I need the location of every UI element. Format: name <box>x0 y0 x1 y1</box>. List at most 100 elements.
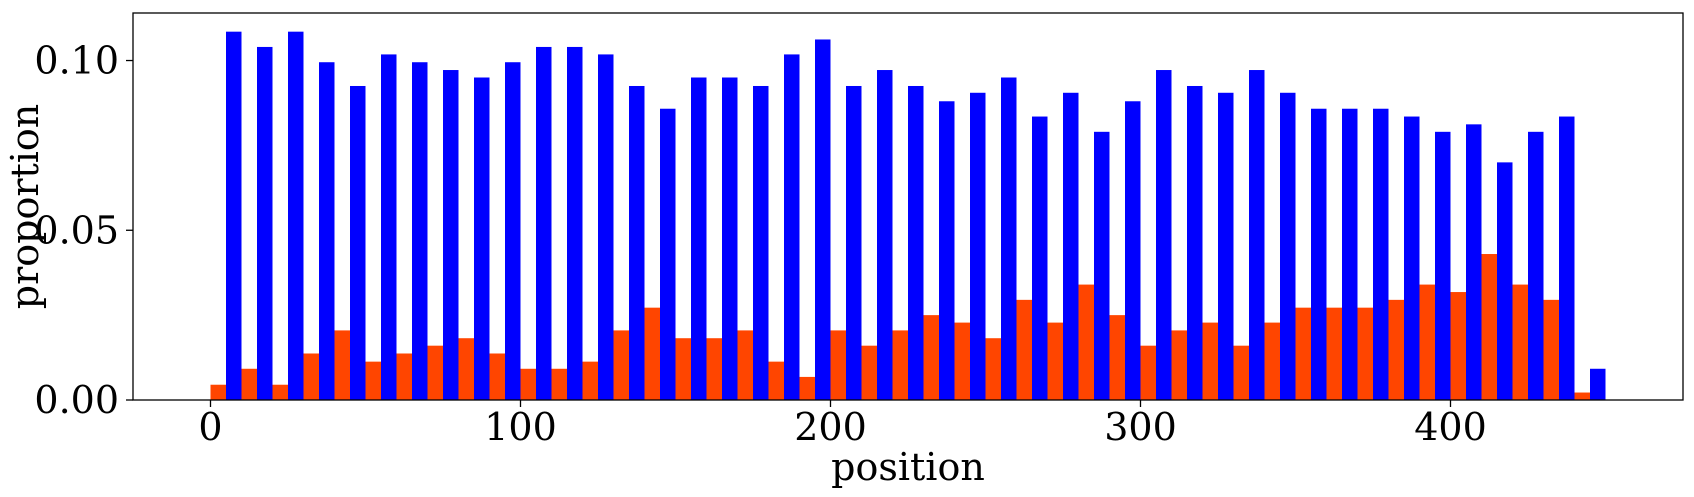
blue-bar-28 <box>1094 131 1110 400</box>
orange-bar-21 <box>861 345 877 400</box>
plot-frame <box>132 12 1684 401</box>
blue-bar-0 <box>226 31 242 401</box>
orange-bar-18 <box>768 361 784 400</box>
orange-bar-6 <box>396 353 412 400</box>
orange-bar-20 <box>830 330 846 400</box>
blue-bar-18 <box>784 54 800 400</box>
orange-bar-25 <box>985 338 1001 400</box>
orange-bar-14 <box>644 307 660 400</box>
x-tick-label: 300 <box>1104 405 1177 449</box>
orange-bar-40 <box>1450 292 1466 400</box>
orange-bar-36 <box>1326 307 1342 400</box>
blue-bar-4 <box>350 85 366 400</box>
orange-bar-15 <box>675 338 691 400</box>
x-tick-label: 0 <box>198 405 222 449</box>
blue-bar-17 <box>753 85 769 400</box>
blue-bar-2 <box>288 31 304 401</box>
orange-bar-30 <box>1140 345 1156 400</box>
blue-bar-5 <box>381 54 397 400</box>
orange-bar-39 <box>1419 284 1435 400</box>
orange-bar-43 <box>1543 299 1559 400</box>
blue-bar-36 <box>1342 108 1358 401</box>
blue-bar-39 <box>1435 131 1451 400</box>
orange-bar-3 <box>303 353 319 400</box>
orange-bar-17 <box>737 330 753 400</box>
blue-bar-24 <box>970 92 986 401</box>
blue-bar-44 <box>1590 368 1606 400</box>
blue-bar-15 <box>691 77 707 400</box>
orange-bar-26 <box>1016 299 1032 400</box>
blue-bar-26 <box>1032 116 1048 400</box>
blue-bar-19 <box>815 39 831 401</box>
orange-bar-28 <box>1078 284 1094 400</box>
x-axis-ticks: 0 100 200 300 400 <box>198 400 1487 449</box>
blue-bar-38 <box>1404 116 1420 400</box>
orange-bar-38 <box>1388 299 1404 400</box>
y-axis-ticks: 0.00 0.05 0.10 <box>34 39 133 422</box>
orange-bar-35 <box>1295 307 1311 400</box>
orange-bar-32 <box>1202 322 1218 400</box>
blue-bar-34 <box>1280 92 1296 401</box>
orange-bar-10 <box>520 368 536 400</box>
orange-bar-42 <box>1512 284 1528 400</box>
blue-bar-7 <box>443 70 459 400</box>
orange-bar-37 <box>1357 307 1373 400</box>
blue-bar-23 <box>939 101 955 401</box>
blue-bar-27 <box>1063 92 1079 401</box>
orange-bar-16 <box>706 338 722 400</box>
orange-bar-7 <box>427 345 443 400</box>
blue-bar-20 <box>846 85 862 400</box>
blue-bar-29 <box>1125 101 1141 401</box>
x-tick-label: 400 <box>1414 405 1487 449</box>
orange-bar-27 <box>1047 322 1063 400</box>
blue-bar-3 <box>319 62 335 400</box>
blue-bar-10 <box>536 46 552 401</box>
orange-bar-1 <box>241 368 257 400</box>
blue-bar-40 <box>1466 124 1482 401</box>
blue-bar-11 <box>567 46 583 401</box>
orange-bar-4 <box>334 330 350 400</box>
blue-bar-35 <box>1311 108 1327 401</box>
y-tick-label: 0.00 <box>34 378 119 422</box>
blue-series <box>226 31 1606 401</box>
blue-bar-8 <box>474 77 490 400</box>
blue-bar-30 <box>1156 70 1172 400</box>
orange-bar-0 <box>210 384 226 400</box>
orange-bar-5 <box>365 361 381 400</box>
blue-bar-32 <box>1218 92 1234 401</box>
orange-bar-29 <box>1109 315 1125 400</box>
orange-bar-8 <box>458 338 474 400</box>
blue-bar-25 <box>1001 77 1017 400</box>
y-tick-label: 0.05 <box>34 208 119 252</box>
orange-bar-11 <box>551 368 567 400</box>
x-tick-label: 200 <box>794 405 867 449</box>
blue-bar-6 <box>412 62 428 400</box>
orange-bar-44 <box>1574 392 1590 400</box>
orange-bar-12 <box>582 361 598 400</box>
blue-bar-1 <box>257 46 273 401</box>
orange-bar-23 <box>923 315 939 400</box>
x-tick-label: 100 <box>484 405 557 449</box>
orange-bar-34 <box>1264 322 1280 400</box>
orange-bar-9 <box>489 353 505 400</box>
blue-bar-13 <box>629 85 645 400</box>
blue-bar-22 <box>908 85 924 400</box>
blue-bar-14 <box>660 108 676 401</box>
blue-bar-37 <box>1373 108 1389 401</box>
orange-bar-2 <box>272 384 288 400</box>
orange-bar-19 <box>799 376 815 400</box>
orange-bar-41 <box>1481 254 1497 400</box>
blue-bar-31 <box>1187 85 1203 400</box>
orange-bar-33 <box>1233 345 1249 400</box>
blue-bar-21 <box>877 70 893 400</box>
blue-bar-43 <box>1559 116 1575 400</box>
orange-bar-22 <box>892 330 908 400</box>
blue-bar-12 <box>598 54 614 400</box>
orange-bar-24 <box>954 322 970 400</box>
orange-bar-31 <box>1171 330 1187 400</box>
blue-bar-9 <box>505 62 521 400</box>
x-axis-label: position <box>831 445 985 489</box>
blue-bar-33 <box>1249 70 1265 400</box>
blue-bar-16 <box>722 77 738 400</box>
